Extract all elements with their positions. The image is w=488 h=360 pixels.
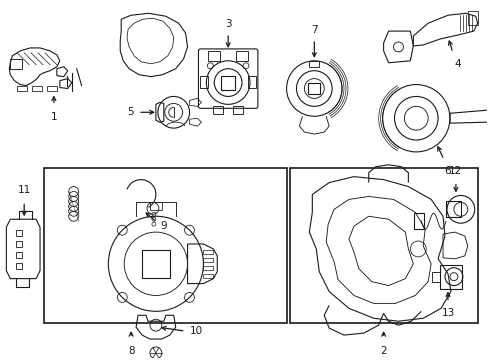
- Bar: [203, 258, 213, 262]
- Text: 8: 8: [127, 346, 134, 356]
- Text: 11: 11: [18, 185, 31, 195]
- Text: 6: 6: [444, 166, 450, 176]
- Bar: [236, 51, 247, 61]
- Bar: [308, 82, 320, 94]
- Text: 5: 5: [127, 107, 134, 117]
- Text: 12: 12: [448, 166, 462, 176]
- Text: 13: 13: [441, 309, 454, 318]
- Text: 1: 1: [50, 112, 57, 122]
- Bar: [208, 51, 220, 61]
- Bar: [16, 241, 22, 247]
- Bar: [150, 202, 162, 210]
- Text: 7: 7: [310, 25, 317, 35]
- Bar: [16, 263, 22, 269]
- Bar: [439, 265, 461, 288]
- Bar: [221, 76, 235, 90]
- Bar: [445, 201, 460, 217]
- Text: 9: 9: [161, 221, 167, 231]
- Bar: [10, 59, 22, 69]
- Text: 3: 3: [224, 19, 231, 29]
- Bar: [200, 76, 208, 87]
- Bar: [203, 274, 213, 278]
- Bar: [32, 86, 42, 91]
- Bar: [142, 250, 169, 278]
- Bar: [309, 61, 319, 67]
- Bar: [16, 230, 22, 236]
- Bar: [289, 168, 477, 323]
- Bar: [213, 106, 223, 114]
- Bar: [44, 168, 286, 323]
- Bar: [47, 86, 57, 91]
- Bar: [413, 213, 424, 229]
- Bar: [16, 252, 22, 258]
- Bar: [203, 266, 213, 270]
- Bar: [17, 86, 27, 91]
- Bar: [247, 76, 255, 87]
- Bar: [431, 272, 439, 282]
- Text: 4: 4: [454, 59, 460, 69]
- Bar: [233, 106, 243, 114]
- Text: 2: 2: [380, 346, 386, 356]
- Bar: [203, 250, 213, 254]
- Text: 10: 10: [189, 326, 202, 336]
- Bar: [467, 11, 477, 25]
